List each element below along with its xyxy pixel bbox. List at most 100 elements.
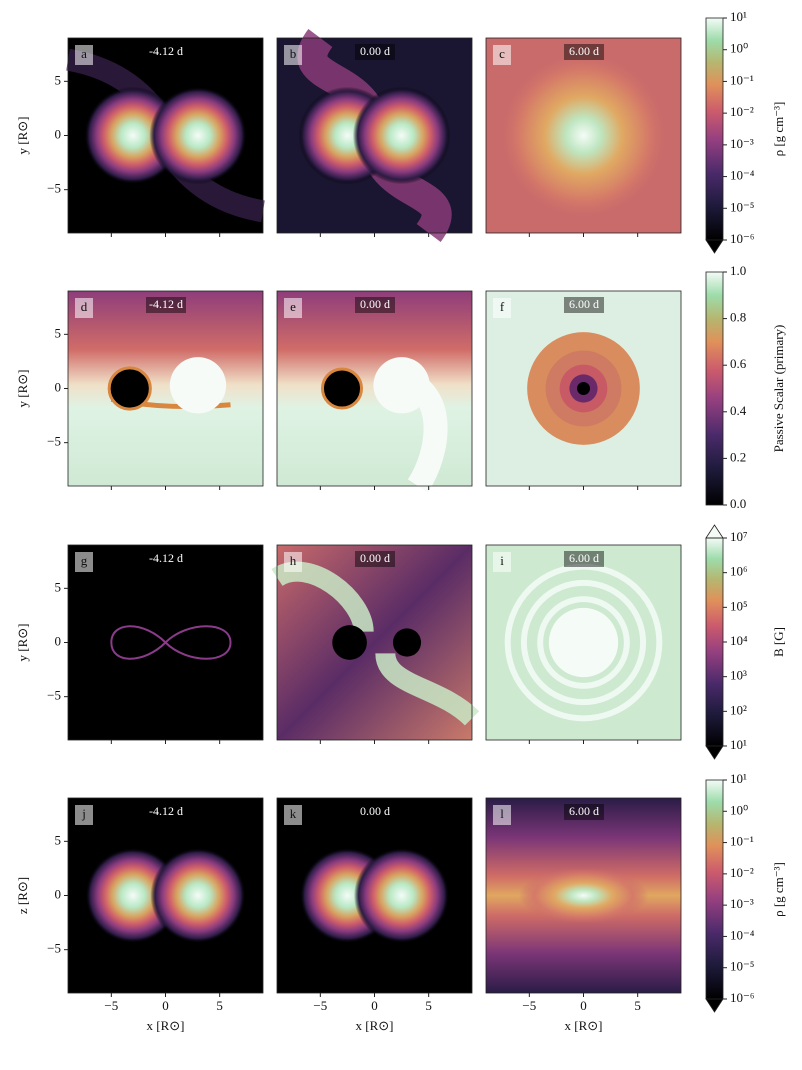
y-axis-label: y [R⊙]: [15, 370, 30, 408]
label-box: [75, 298, 93, 318]
panel-letter: i: [500, 553, 504, 568]
colorbar-tick-label: 0.0: [730, 496, 746, 511]
colorbar-label: Passive Scalar (primary): [771, 325, 786, 453]
time-label: -4.12 d: [149, 551, 183, 565]
core: [548, 607, 619, 678]
panel-letter: e: [290, 299, 296, 314]
colorbar-tick-label: 10⁻³: [730, 136, 754, 151]
panel: l 6.00 d: [485, 797, 682, 994]
colorbar-tick-label: 0.8: [730, 310, 746, 325]
colorbar-tick-label: 10¹: [730, 9, 747, 24]
y-tick-label: 5: [55, 832, 62, 847]
time-label: 6.00 d: [569, 297, 599, 311]
x-tick-label: −5: [522, 998, 536, 1013]
y-tick-label: 0: [55, 886, 62, 901]
core: [496, 48, 671, 223]
time-box: [564, 297, 604, 313]
colorbar-tick-label: 10⁶: [730, 564, 748, 579]
time-box: [564, 804, 604, 820]
x-tick-label: −5: [104, 998, 118, 1013]
colorbar-tick-label: 10⁻¹: [730, 72, 754, 87]
colorbar-tick-label: 10⁻⁶: [730, 990, 754, 1005]
ring: [537, 596, 630, 689]
x-tick-label: 0: [580, 998, 587, 1013]
colorbar: [706, 18, 723, 240]
time-label: 6.00 d: [569, 44, 599, 58]
colorbar-extend: [705, 524, 724, 539]
colorbar-tick-label: 10⁻²: [730, 865, 754, 880]
colorbar-tick-label: 10⁻⁵: [730, 199, 754, 214]
colorbar-extend: [705, 998, 724, 1013]
time-box: [355, 551, 395, 567]
colorbar: [706, 272, 723, 505]
label-box: [284, 805, 302, 825]
y-tick-label: −5: [47, 688, 61, 703]
star: [352, 86, 451, 185]
label-box: [75, 45, 93, 65]
x-axis-label: x [R⊙]: [565, 1018, 603, 1033]
x-tick-label: 0: [371, 998, 378, 1013]
y-axis-label: y [R⊙]: [15, 624, 30, 662]
time-box: [564, 551, 604, 567]
colorbar-frame: [705, 17, 724, 241]
y-tick-label: −5: [47, 941, 61, 956]
bg: [68, 291, 263, 486]
y-tick-label: 5: [55, 325, 62, 340]
colorbar-tick-label: 0.2: [730, 449, 746, 464]
y-tick-label: 0: [55, 633, 62, 648]
colorbar-tick-label: 10⁵: [730, 598, 748, 613]
colorbar-extend: [705, 239, 724, 254]
y-axis-label: z [R⊙]: [15, 877, 30, 914]
label-box: [284, 45, 302, 65]
x-tick-label: −5: [313, 998, 327, 1013]
ring: [577, 382, 590, 395]
star: [373, 357, 430, 414]
x-axis-label: x [R⊙]: [147, 1018, 185, 1033]
colorbar: [706, 538, 723, 746]
time-label: -4.12 d: [149, 44, 183, 58]
panel: k 0.00 d: [276, 797, 473, 994]
time-label: 0.00 d: [360, 297, 390, 311]
time-box: [355, 297, 395, 313]
time-box: [355, 44, 395, 60]
star: [332, 625, 367, 660]
time-label: 0.00 d: [360, 804, 390, 818]
colorbar-extend: [705, 745, 724, 760]
star: [353, 847, 450, 944]
panel-letter: b: [290, 46, 297, 61]
star: [107, 366, 152, 411]
colorbar-label: ρ [g cm⁻³]: [771, 862, 786, 917]
panel-letter: k: [290, 806, 297, 821]
y-tick-label: −5: [47, 434, 61, 449]
panel: f 6.00 d: [485, 290, 682, 487]
colorbar-label: ρ [g cm⁻³]: [771, 102, 786, 157]
x-tick-label: 0: [162, 998, 169, 1013]
y-tick-label: −5: [47, 181, 61, 196]
panel: b 0.00 d: [276, 29, 473, 242]
colorbar-tick-label: 0.4: [730, 403, 747, 418]
panel: j -4.12 d: [67, 797, 264, 994]
star: [150, 847, 246, 944]
core: [518, 867, 649, 924]
label-box: [284, 552, 302, 572]
colorbar-tick-label: 10⁻⁶: [730, 231, 754, 246]
panel: a -4.12 d: [65, 37, 266, 234]
time-label: -4.12 d: [149, 297, 183, 311]
panel-letter: d: [81, 299, 88, 314]
colorbar-tick-label: 10⁻³: [730, 896, 754, 911]
colorbar-tick-label: 10⁻²: [730, 104, 754, 119]
colorbar-tick-label: 10⁷: [730, 529, 748, 544]
star: [149, 86, 247, 185]
y-tick-label: 0: [55, 126, 62, 141]
star: [169, 357, 227, 414]
time-box: [146, 297, 186, 313]
colorbar: [706, 780, 723, 999]
x-tick-label: 5: [634, 998, 641, 1013]
label-box: [493, 45, 511, 65]
y-axis-label: y [R⊙]: [15, 117, 30, 155]
panel: h 0.00 d: [271, 544, 480, 741]
ring: [504, 563, 663, 722]
colorbar-frame: [705, 779, 724, 1000]
x-tick-label: 5: [216, 998, 223, 1013]
